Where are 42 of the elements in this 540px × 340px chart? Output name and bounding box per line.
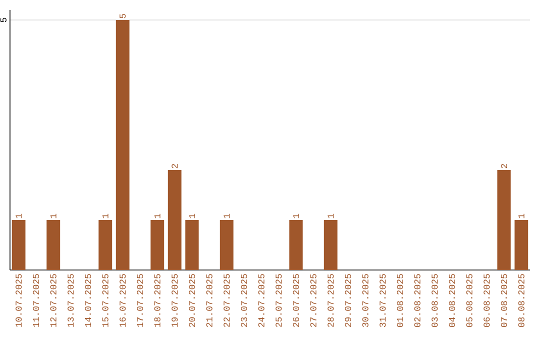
x-tick-label: 22.07.2025 [224,274,230,327]
x-tick-label: 24.07.2025 [258,274,264,327]
data-label: 1 [50,214,56,218]
x-tick-label: 07.08.2025 [500,274,508,327]
x-tick-label: 05.08.2025 [466,274,472,327]
data-label: 1 [293,214,299,218]
x-tick-label: 30.07.2025 [362,274,368,327]
x-tick-label: 21.07.2025 [206,274,212,327]
data-label: 1 [102,214,108,218]
x-tick-label: 20.07.2025 [188,274,196,327]
data-label: 1 [154,214,160,218]
x-tick-label: 13.07.2025 [68,274,74,327]
x-tick-label: 29.07.2025 [344,274,352,327]
data-label: 1 [16,214,22,218]
x-tick-label: 12.07.2025 [50,274,56,327]
data-label: 2 [172,164,178,168]
data-label: 5 [120,14,126,18]
x-tick-label: 25.07.2025 [276,274,282,327]
data-label: 2 [500,164,508,168]
data-label: 1 [224,214,230,218]
x-tick-label: 28.07.2025 [328,274,334,327]
x-tick-label: 03.08.2025 [432,274,438,327]
x-tick-label: 23.07.2025 [240,274,248,327]
x-tick-label: 31.07.2025 [380,274,386,327]
x-tick-label: 06.08.2025 [484,274,490,327]
x-tick-label: 18.07.2025 [154,274,160,327]
x-tick-label: 02.08.2025 [414,274,420,327]
x-tick-label: 14.07.2025 [84,274,92,327]
x-tick-label: 16.07.2025 [120,274,126,327]
data-label: 1 [328,214,334,218]
x-tick-label: 26.07.2025 [292,274,300,327]
x-tick-label: 19.07.2025 [172,274,178,327]
x-tick-label: 11.07.2025 [32,274,40,327]
data-label: 1 [189,214,195,218]
x-tick-label: 27.07.2025 [310,274,316,327]
x-tick-label: 01.08.2025 [396,274,404,327]
x-tick-label: 15.07.2025 [102,274,108,327]
x-tick-label: 10.07.2025 [16,274,22,327]
x-tick-label: 17.07.2025 [136,274,144,327]
x-tick-label: 04.08.2025 [448,274,456,327]
x-tick-label: 08.08.2025 [518,274,524,327]
data-label: 1 [518,214,524,218]
